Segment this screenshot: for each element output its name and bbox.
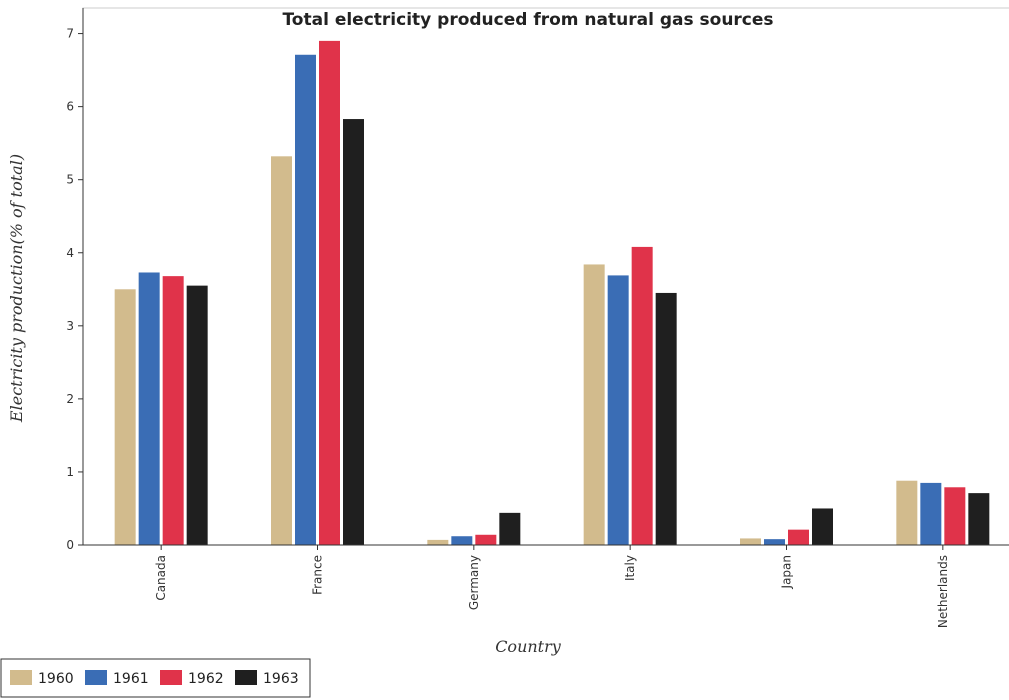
x-tick-label: Germany [467, 555, 481, 610]
legend-label-1963: 1963 [263, 671, 299, 687]
legend-swatch-1960 [10, 670, 32, 685]
bar-italy-1963 [655, 292, 677, 545]
bar-france-1960 [271, 156, 292, 546]
legend-swatch-1963 [235, 670, 257, 685]
bar-canada-1961 [138, 272, 160, 545]
x-tick-label: France [311, 555, 325, 595]
bar-netherlands-1963 [968, 493, 990, 545]
bar-italy-1962 [631, 246, 653, 545]
bar-france-1961 [295, 54, 316, 545]
bar-japan-1961 [764, 539, 785, 545]
bar-netherlands-1962 [944, 487, 966, 545]
y-axis: 0 1 2 3 4 5 6 7 [66, 8, 84, 552]
legend-swatch-1962 [160, 670, 182, 685]
bar-germany-1963 [499, 512, 521, 545]
y-tick-label: 0 [66, 538, 74, 552]
bar-netherlands-1960 [896, 480, 918, 545]
x-tick-label: Italy [623, 555, 637, 581]
y-tick-label: 2 [66, 392, 74, 406]
y-tick-label: 3 [66, 319, 74, 333]
plot-frame [82, 7, 1009, 546]
bar-canada-1963 [186, 285, 208, 545]
y-tick-label: 1 [66, 465, 74, 479]
y-tick-label: 7 [66, 27, 74, 41]
bar-japan-1960 [740, 538, 761, 545]
bar-canada-1960 [114, 289, 136, 545]
x-axis: Canada France Germany Italy Japan Netherlands [83, 544, 1009, 628]
legend-label-1961: 1961 [113, 671, 149, 687]
bar-france-1962 [319, 40, 340, 545]
x-tick-label: Canada [154, 555, 168, 601]
x-axis-label: Country [495, 637, 562, 656]
bar-italy-1960 [583, 264, 605, 545]
legend-box [0, 658, 311, 698]
bars-group [114, 40, 990, 546]
bar-france-1963 [343, 119, 364, 545]
legend-label-1962: 1962 [188, 671, 224, 687]
bar-canada-1962 [162, 276, 184, 545]
y-axis-label: Electricity production(% of total) [7, 154, 26, 423]
x-tick-label: Netherlands [936, 555, 950, 628]
legend: 1960 1961 1962 1963 [0, 658, 311, 698]
y-tick-label: 6 [66, 100, 74, 114]
bar-germany-1962 [475, 534, 497, 545]
bar-germany-1960 [427, 539, 449, 545]
bar-italy-1961 [607, 275, 629, 545]
chart-title: Total electricity produced from natural … [282, 10, 773, 30]
legend-swatch-1961 [85, 670, 107, 685]
bar-germany-1961 [451, 536, 473, 545]
legend-label-1960: 1960 [38, 671, 74, 687]
y-tick-label: 5 [66, 173, 74, 187]
bar-netherlands-1961 [920, 482, 942, 545]
bar-japan-1962 [788, 529, 809, 545]
x-tick-label: Japan [780, 555, 794, 589]
bar-japan-1963 [812, 508, 833, 545]
y-tick-label: 4 [66, 246, 74, 260]
